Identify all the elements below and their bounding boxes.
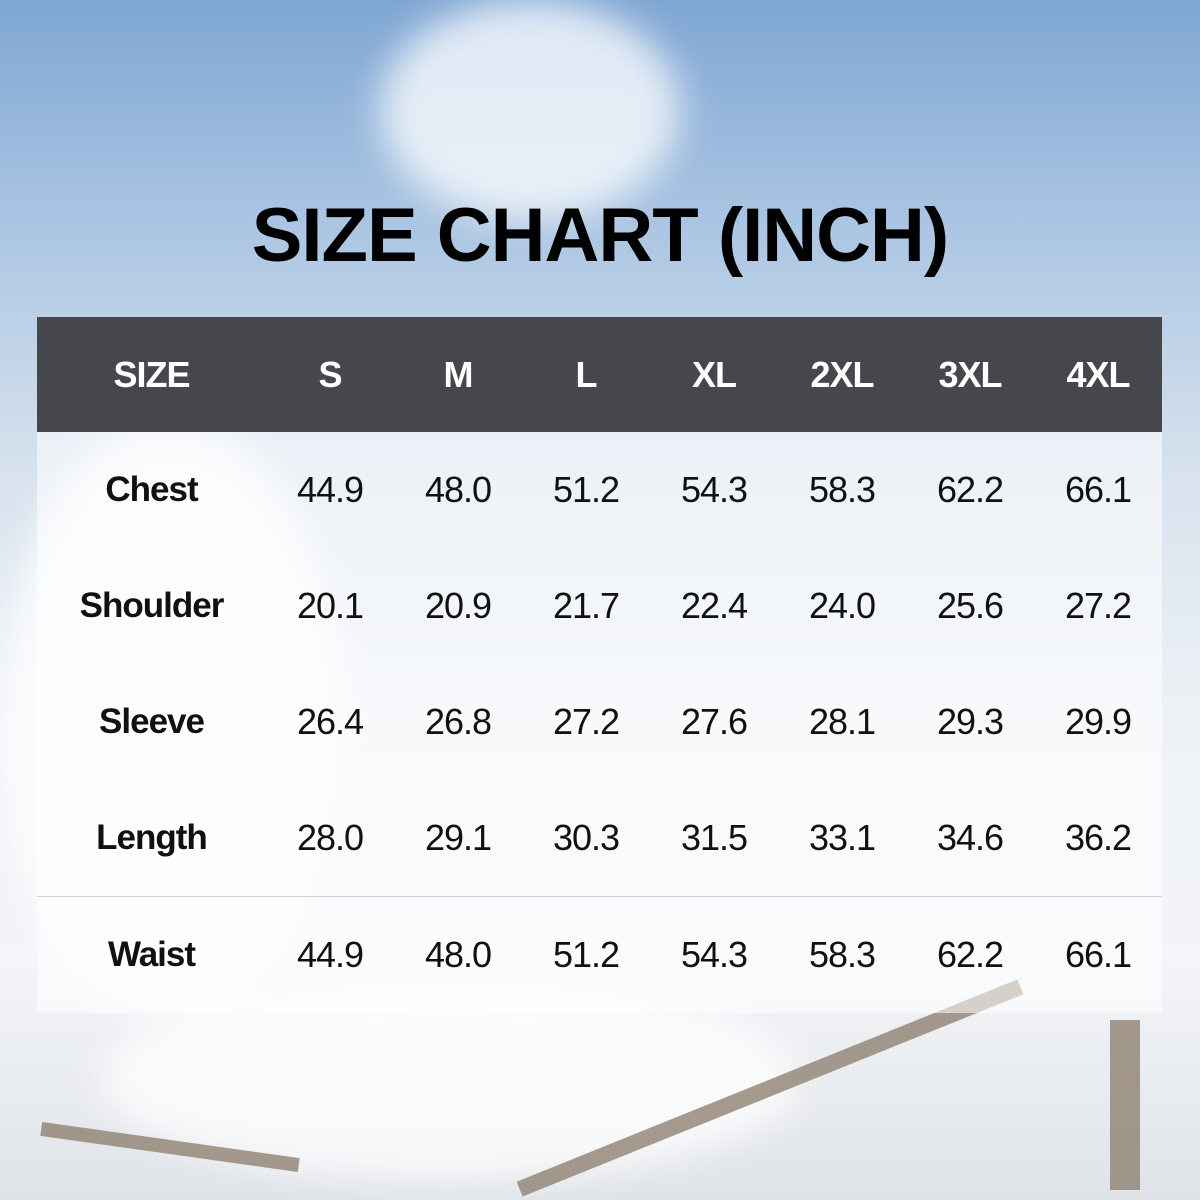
header-size-2xl: 2XL: [810, 353, 874, 395]
row-label: Waist: [107, 935, 196, 974]
row-label: Shoulder: [79, 586, 225, 625]
table-cell: 29.3: [936, 701, 1004, 742]
table-row: Length 28.0 29.1 30.3 31.5 33.1 34.6 36.2: [37, 780, 1162, 896]
table-cell: 51.2: [552, 469, 620, 510]
table-cell: 27.2: [1064, 585, 1132, 626]
table-cell: 30.3: [552, 817, 620, 858]
row-label: Sleeve: [99, 702, 205, 741]
table-cell: 44.9: [296, 469, 364, 510]
table-cell: 28.0: [296, 817, 364, 858]
table-cell: 51.2: [552, 934, 620, 975]
table-row: Waist 44.9 48.0 51.2 54.3 58.3 62.2 66.1: [37, 896, 1162, 1013]
table-cell: 33.1: [808, 817, 876, 858]
table-cell: 21.7: [552, 585, 620, 626]
table-cell: 54.3: [680, 934, 748, 975]
table-cell: 58.3: [808, 934, 876, 975]
header-size-m: M: [443, 353, 474, 395]
header-size-label: SIZE: [113, 353, 190, 395]
table-cell: 58.3: [808, 469, 876, 510]
table-cell: 27.6: [680, 701, 748, 742]
table-cell: 62.2: [936, 469, 1004, 510]
table-cell: 26.4: [296, 701, 364, 742]
table-cell: 66.1: [1064, 469, 1132, 510]
table-header: SIZE S M L XL 2XL 3XL 4XL: [37, 317, 1162, 432]
table-cell: 66.1: [1064, 934, 1132, 975]
table-cell: 54.3: [680, 469, 748, 510]
header-size-s: S: [318, 353, 342, 395]
row-label: Chest: [105, 470, 198, 509]
wooden-post: [1110, 1020, 1140, 1190]
page-title: SIZE CHART (INCH): [251, 193, 950, 278]
table-cell: 28.1: [808, 701, 876, 742]
table-cell: 24.0: [808, 585, 876, 626]
table-cell: 27.2: [552, 701, 620, 742]
table-cell: 29.1: [424, 817, 492, 858]
table-body: Chest 44.9 48.0 51.2 54.3 58.3 62.2 66.1 Shoulde…: [37, 432, 1162, 1013]
table-cell: 29.9: [1064, 701, 1132, 742]
table-cell: 48.0: [424, 934, 492, 975]
header-size-3xl: 3XL: [938, 353, 1002, 395]
table-cell: 48.0: [424, 469, 492, 510]
table-cell: 22.4: [680, 585, 748, 626]
table-cell: 34.6: [936, 817, 1004, 858]
table-row: Sleeve 26.4 26.8 27.2 27.6 28.1 29.3 29.9: [37, 664, 1162, 780]
table-cell: 44.9: [296, 934, 364, 975]
table-cell: 62.2: [936, 934, 1004, 975]
header-size-l: L: [575, 353, 598, 395]
table-row: Chest 44.9 48.0 51.2 54.3 58.3 62.2 66.1: [37, 432, 1162, 548]
table-cell: 31.5: [680, 817, 748, 858]
table-cell: 20.1: [296, 585, 364, 626]
row-label: Length: [96, 818, 208, 857]
header-size-4xl: 4XL: [1066, 353, 1130, 395]
table-cell: 36.2: [1064, 817, 1132, 858]
table-row: Shoulder 20.1 20.9 21.7 22.4 24.0 25.6 27.2: [37, 548, 1162, 664]
snowy-branch: [380, 0, 680, 220]
table-cell: 20.9: [424, 585, 492, 626]
table-cell: 26.8: [424, 701, 492, 742]
size-table: SIZE S M L XL 2XL 3XL 4XL Chest 44.9 48.0 51.2 54.3…: [37, 317, 1162, 1013]
table-cell: 25.6: [936, 585, 1004, 626]
header-size-xl: XL: [691, 353, 737, 395]
